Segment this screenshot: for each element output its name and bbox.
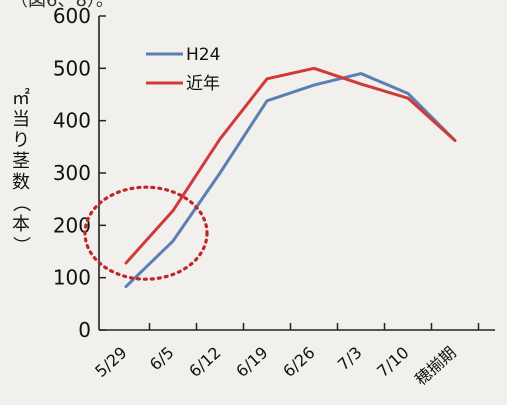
y-tick-label: 400 [53, 109, 91, 133]
x-tick-label: 7/10 [373, 343, 412, 381]
top-caption: （図6、8）。 [10, 0, 114, 11]
y-tick-label: 100 [53, 266, 91, 290]
annotation-group [83, 185, 209, 281]
y-tick-label: 300 [53, 161, 91, 185]
dotted-circle-annotation [83, 185, 209, 281]
series-lines [124, 66, 457, 289]
x-tick-label: 穂揃期 [411, 343, 459, 389]
y-axis-label-char: 数 [12, 172, 30, 193]
y-tick-label: 0 [78, 318, 91, 342]
series-line [124, 66, 457, 265]
y-axis-label-char: 茎 [12, 151, 30, 172]
y-tick-label: 600 [53, 4, 91, 28]
x-tick-label: 6/19 [232, 343, 271, 381]
y-axis-label-char: り [12, 130, 30, 151]
legend: H24 近年 [146, 45, 220, 94]
y-axis-label-char: ） [10, 236, 31, 254]
legend-label: 近年 [186, 74, 220, 94]
legend-label: H24 [186, 45, 220, 65]
y-axis-label-char: 本 [12, 214, 30, 235]
y-axis-label-char: ㎡ [12, 87, 30, 109]
series-line [124, 72, 457, 289]
y-tick-label: 500 [53, 56, 91, 80]
y-axis-label-char: （ [10, 194, 31, 212]
y-axis-label-char: 当 [12, 109, 30, 130]
x-tick-label: 6/5 [146, 343, 178, 374]
x-tick-label: 6/12 [185, 343, 224, 381]
x-tick-label: 6/26 [279, 343, 318, 381]
x-tick-label: 5/29 [91, 343, 130, 381]
x-tick-label: 7/3 [334, 343, 366, 374]
